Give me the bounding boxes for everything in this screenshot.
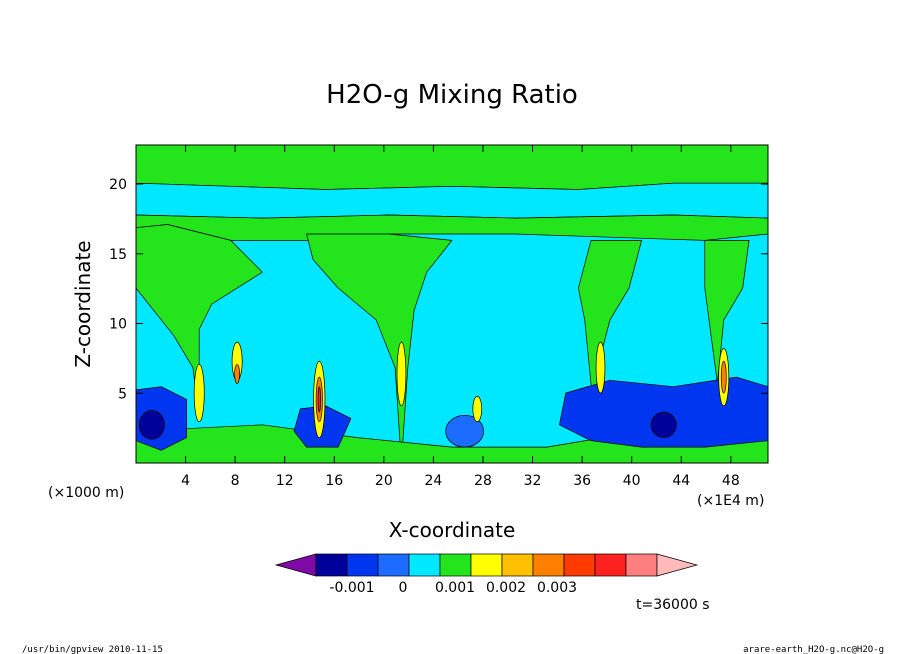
colorbar-max-triangle	[656, 553, 699, 577]
x-tick-label: 16	[325, 473, 343, 489]
contour-region	[704, 240, 750, 384]
contour-region	[720, 360, 727, 394]
colorbar	[274, 553, 699, 577]
contour-region	[396, 341, 407, 407]
x-tick-label: 48	[722, 473, 740, 489]
contour-region	[138, 410, 165, 440]
colorbar-label: 0.003	[537, 580, 577, 596]
x-tick-label: 12	[276, 473, 294, 489]
x-tick-label: 32	[524, 473, 542, 489]
x-unit-right: (×1E4 m)	[697, 493, 764, 509]
x-unit-left: (×1000 m)	[48, 485, 124, 501]
x-axis-ticks: 4 8 12 16 20 24 28 32 36 40 44 48	[181, 145, 740, 489]
colorbar-swatch	[408, 553, 441, 577]
y-axis-label: Z-coordinate	[71, 240, 95, 367]
colorbar-label: 0.002	[486, 580, 526, 596]
x-tick-label: 36	[573, 473, 591, 489]
contour-region	[595, 341, 606, 394]
x-tick-label: 28	[474, 473, 492, 489]
colorbar-swatch	[346, 553, 379, 577]
colorbar-label: -0.001	[329, 580, 374, 596]
x-tick-label: 8	[231, 473, 240, 489]
colorbar-swatch	[594, 553, 627, 577]
contour-regions	[135, 144, 769, 464]
colorbar-labels: -0.001 0 0.001 0.002 0.003	[329, 580, 577, 596]
colorbar-min-triangle	[274, 553, 317, 577]
colorbar-label: 0	[399, 580, 408, 596]
y-tick-label: 5	[118, 386, 127, 402]
contour-region	[135, 224, 263, 416]
x-tick-label: 4	[181, 473, 190, 489]
colorbar-swatch	[563, 553, 596, 577]
y-axis-ticks: 5 10 15 20	[109, 177, 768, 402]
contour-region	[317, 386, 321, 413]
colorbar-swatch	[501, 553, 534, 577]
y-tick-label: 15	[109, 247, 127, 263]
x-axis-label: X-coordinate	[389, 518, 516, 542]
x-tick-label: 20	[375, 473, 393, 489]
y-tick-label: 20	[109, 177, 127, 193]
contour-region	[306, 233, 453, 464]
colorbar-swatch	[315, 553, 348, 577]
contour-region	[234, 364, 240, 384]
contour-region	[193, 364, 205, 423]
x-tick-label: 44	[672, 473, 690, 489]
colorbar-swatch	[377, 553, 410, 577]
chart-title: H2O-g Mixing Ratio	[326, 80, 578, 110]
contour-region	[650, 411, 677, 438]
contour-region	[472, 395, 483, 423]
colorbar-swatch	[532, 553, 565, 577]
colorbar-label: 0.001	[435, 580, 475, 596]
y-tick-label: 10	[109, 317, 127, 333]
time-label: t=36000 s	[636, 597, 710, 613]
footer-left: /usr/bin/gpview 2010-11-15	[22, 645, 163, 654]
x-tick-label: 40	[623, 473, 641, 489]
plot-area	[135, 144, 769, 464]
contour-region	[445, 414, 484, 448]
x-tick-label: 24	[424, 473, 442, 489]
plot-frame	[135, 144, 769, 464]
colorbar-swatch	[470, 553, 503, 577]
colorbar-swatch	[439, 553, 472, 577]
colorbar-swatch	[625, 553, 658, 577]
footer-right: arare-earth_H2O-g.nc@H2O-g	[743, 645, 884, 654]
contour-region	[135, 144, 769, 190]
contour-region	[135, 182, 769, 219]
